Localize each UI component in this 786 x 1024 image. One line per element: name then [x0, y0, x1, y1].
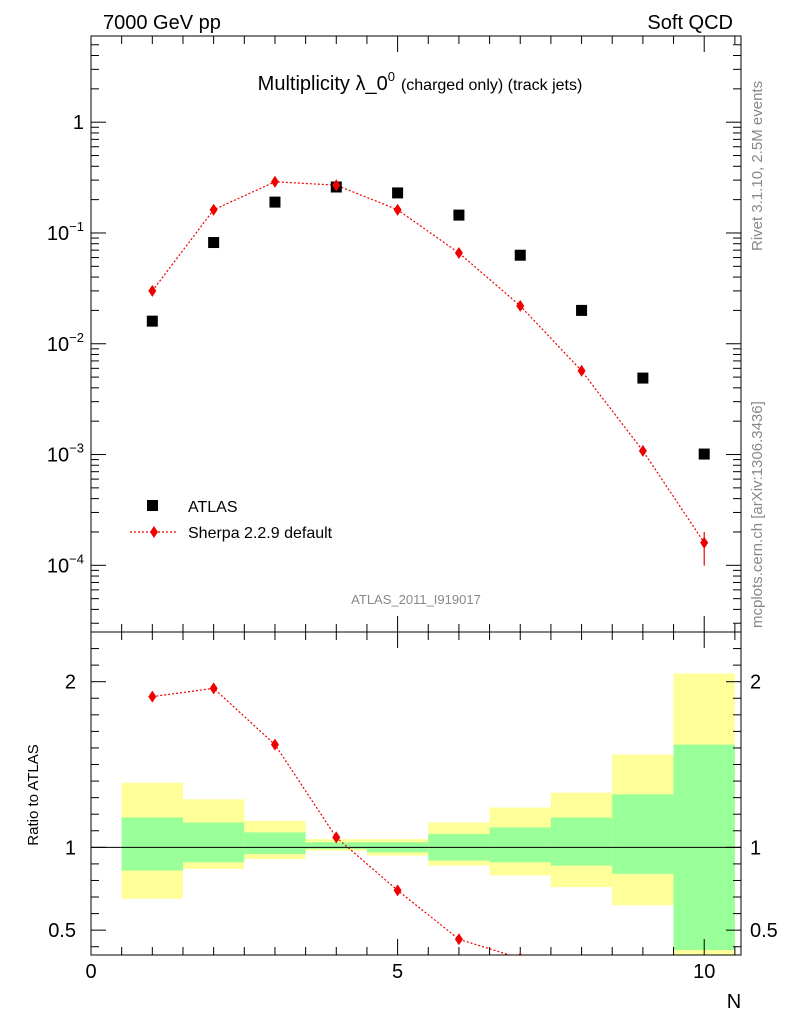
main-y-tick-labels: 1 10−1 10−2 10−3 10−4 [47, 112, 84, 577]
sherpa-point [454, 246, 463, 259]
atlas-point [453, 209, 465, 221]
ratio-tick-labels: 0.5 0.5 1 1 2 2 0 5 10 [48, 672, 778, 983]
main-y-tick-label: 10−2 [47, 330, 84, 356]
atlas-point [514, 249, 526, 261]
ratio-clipped-group [148, 682, 647, 983]
atlas-point [576, 304, 588, 316]
legend-sherpa-label: Sherpa 2.2.9 default [188, 525, 333, 542]
ratio-inner-band [182, 822, 245, 863]
sherpa-point [577, 364, 586, 377]
ratio-inner-band [305, 842, 367, 849]
sherpa-point [270, 175, 279, 188]
ratio-inner-band [121, 817, 183, 871]
ratio-sherpa-point [578, 962, 586, 974]
ratio-sherpa-line [152, 687, 512, 955]
main-y-tick-label: 10−1 [47, 219, 84, 245]
title-main: Multiplicity λ_0 [258, 73, 388, 95]
ratio-plot-frame [90, 631, 742, 956]
ratio-sherpa-point [518, 952, 523, 955]
main-y-tick-label: 10−4 [47, 551, 84, 577]
main-axis-ticks [90, 35, 741, 632]
analysis-id-label: ATLAS_2011_I919017 [351, 592, 481, 607]
x-axis-label: N [727, 991, 741, 1013]
legend-atlas-marker [147, 500, 158, 511]
ratio-y-axis-label: Ratio to ATLAS [25, 744, 42, 845]
x-tick-label: 5 [392, 961, 403, 983]
ratio-sherpa-point [639, 971, 647, 983]
x-tick-label: 10 [693, 961, 715, 983]
sherpa-point [332, 179, 341, 192]
atlas-point [392, 187, 404, 199]
rivet-version-label: Rivet 3.1.10, 2.5M events [749, 81, 766, 251]
ratio-sherpa-point [454, 933, 463, 946]
ratio-sherpa-point [209, 682, 218, 695]
title-superscript: 0 [388, 69, 395, 84]
ratio-inner-band [489, 827, 551, 863]
sherpa-line [151, 181, 705, 544]
ratio-sherpa-point [393, 884, 402, 897]
ratio-y-tick-label-right: 0.5 [750, 920, 778, 942]
ratio-y-tick-label-right: 1 [750, 837, 761, 859]
sherpa-point [148, 284, 157, 297]
ratio-inner-band [244, 832, 306, 854]
ratio-y-tick-label-right: 2 [750, 672, 761, 694]
ratio-plot-panel: 0.5 0.5 1 1 2 2 0 5 10 Ratio to ATLAS N [25, 631, 778, 1013]
ratio-sherpa-point [148, 690, 157, 703]
main-y-tick-label: 10−3 [47, 441, 84, 467]
atlas-point [637, 372, 649, 384]
ratio-y-tick-label-left: 0.5 [48, 920, 76, 942]
sherpa-point [209, 203, 218, 216]
ratio-inner-band [612, 794, 674, 874]
process-label: Soft QCD [647, 12, 733, 34]
sherpa-point [393, 203, 402, 216]
sherpa-point [516, 299, 525, 312]
title-suffix: (charged only) (track jets) [401, 77, 582, 94]
main-plot-frame [90, 35, 742, 633]
main-plot-panel: 1 10−1 10−2 10−3 10−4 Multiplicity λ_00 (char… [47, 35, 742, 633]
atlas-point [269, 196, 281, 208]
ratio-sherpa-point [332, 831, 341, 844]
ratio-y-tick-label-left: 2 [65, 672, 76, 694]
atlas-point [208, 237, 220, 249]
ratio-y-tick-label-left: 1 [65, 837, 76, 859]
legend-atlas-label: ATLAS [188, 499, 238, 516]
main-plot-title: Multiplicity λ_00 (charged only) (track j… [258, 69, 583, 95]
energy-label: 7000 GeV pp [103, 12, 221, 34]
ratio-uncertainty-bands [91, 673, 741, 955]
legend-sherpa-marker [150, 526, 158, 538]
ratio-axis-ticks [90, 632, 741, 955]
sherpa-point [700, 536, 709, 549]
main-data-series [146, 175, 710, 566]
main-y-tick-label: 1 [73, 112, 84, 134]
ratio-data-series [148, 682, 647, 983]
legend: ATLAS Sherpa 2.2.9 default [130, 499, 333, 542]
atlas-point [698, 448, 710, 460]
atlas-point [146, 315, 158, 327]
x-tick-label: 0 [85, 961, 96, 983]
source-label: mcplots.cern.ch [arXiv:1306.3436] [749, 401, 766, 628]
ratio-inner-band [550, 817, 613, 866]
ratio-sherpa-point [270, 738, 279, 751]
sherpa-point [638, 444, 647, 457]
